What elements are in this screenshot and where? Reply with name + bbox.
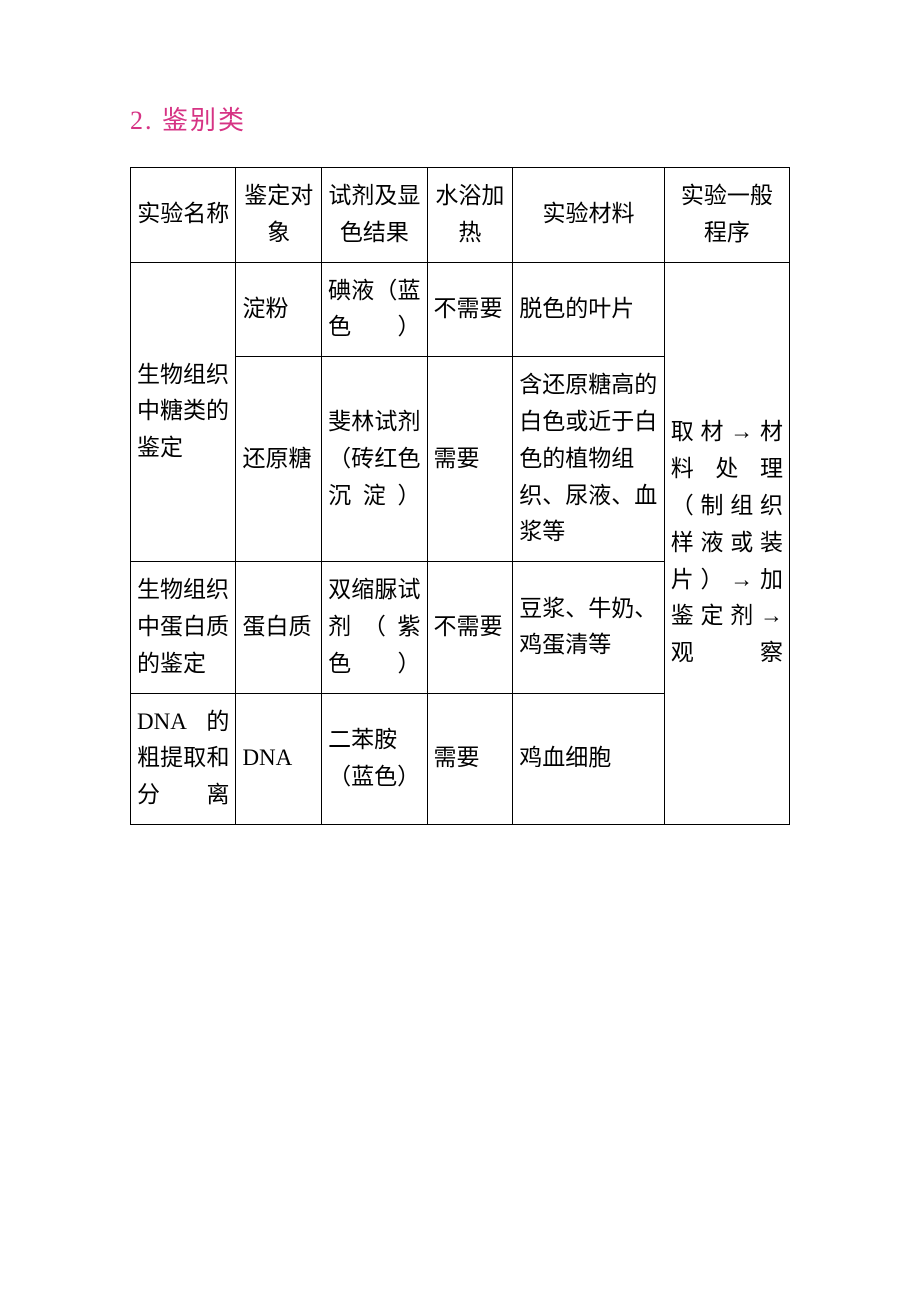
cell-target: DNA: [236, 693, 322, 824]
cell-reagent: 二苯胺（蓝色）: [322, 693, 427, 824]
cell-heating: 不需要: [427, 562, 513, 693]
cell-heating: 需要: [427, 357, 513, 562]
cell-target: 蛋白质: [236, 562, 322, 693]
header-heating: 水浴加热: [427, 168, 513, 263]
cell-material: 脱色的叶片: [513, 262, 665, 357]
header-reagent: 试剂及显色结果: [322, 168, 427, 263]
table-header-row: 实验名称 鉴定对象 试剂及显色结果 水浴加热 实验材料 实验一般程序: [131, 168, 790, 263]
cell-heating: 不需要: [427, 262, 513, 357]
header-target: 鉴定对象: [236, 168, 322, 263]
cell-reagent: 碘液（蓝色）: [322, 262, 427, 357]
cell-material: 鸡血细胞: [513, 693, 665, 824]
cell-experiment: DNA 的粗提取和分离: [131, 693, 236, 824]
header-procedure: 实验一般程序: [664, 168, 789, 263]
cell-heating: 需要: [427, 693, 513, 824]
header-material: 实验材料: [513, 168, 665, 263]
table-row: 生物组织中糖类的鉴定 淀粉 碘液（蓝色） 不需要 脱色的叶片 取材→材料处理（制…: [131, 262, 790, 357]
cell-target: 还原糖: [236, 357, 322, 562]
section-heading: 2. 鉴别类: [130, 100, 790, 137]
cell-experiment: 生物组织中蛋白质的鉴定: [131, 562, 236, 693]
cell-target: 淀粉: [236, 262, 322, 357]
cell-material: 豆浆、牛奶、鸡蛋清等: [513, 562, 665, 693]
cell-material: 含还原糖高的白色或近于白色的植物组织、尿液、血浆等: [513, 357, 665, 562]
identification-table: 实验名称 鉴定对象 试剂及显色结果 水浴加热 实验材料 实验一般程序 生物组织中…: [130, 167, 790, 825]
cell-reagent: 斐林试剂（砖红色沉淀）: [322, 357, 427, 562]
cell-experiment: 生物组织中糖类的鉴定: [131, 262, 236, 562]
cell-procedure: 取材→材料处理（制组织样液或装片）→加鉴定剂→观察: [664, 262, 789, 824]
identification-table-container: 实验名称 鉴定对象 试剂及显色结果 水浴加热 实验材料 实验一般程序 生物组织中…: [130, 167, 790, 825]
cell-reagent: 双缩脲试剂（紫色）: [322, 562, 427, 693]
header-experiment-name: 实验名称: [131, 168, 236, 263]
